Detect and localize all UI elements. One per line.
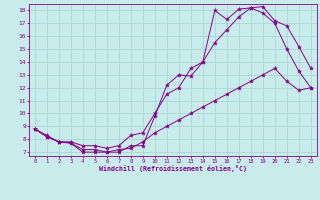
X-axis label: Windchill (Refroidissement éolien,°C): Windchill (Refroidissement éolien,°C) (99, 165, 247, 172)
